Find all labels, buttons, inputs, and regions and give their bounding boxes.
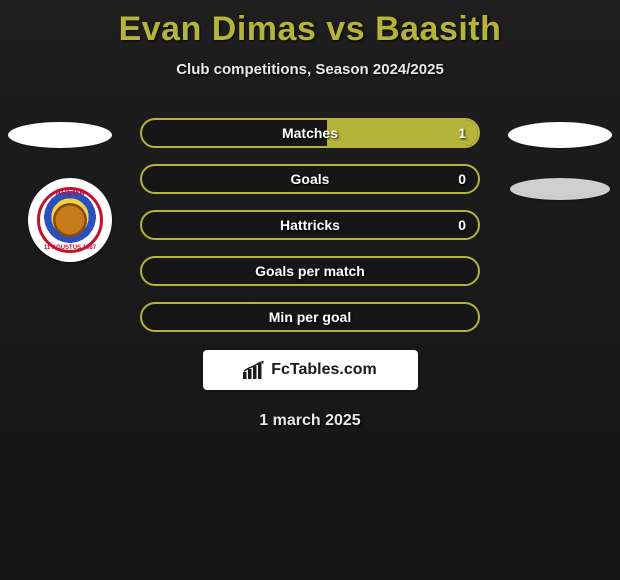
stat-label: Hattricks	[142, 217, 478, 233]
stat-label: Goals	[142, 171, 478, 187]
subtitle: Club competitions, Season 2024/2025	[0, 61, 620, 78]
player-photo-right-placeholder	[508, 122, 612, 148]
stat-label: Matches	[142, 125, 478, 141]
club-name-text: AREMA	[55, 188, 84, 197]
club-badge-inner: AREMA 11 AGUSTUS 1987	[37, 187, 103, 253]
stat-value-right: 1	[458, 125, 466, 141]
stat-row: Hattricks 0	[140, 210, 480, 240]
date-label: 1 march 2025	[0, 412, 620, 430]
brand-link[interactable]: FcTables.com	[203, 350, 418, 390]
stat-label: Min per goal	[142, 309, 478, 325]
stat-label: Goals per match	[142, 263, 478, 279]
club-date-text: 11 AGUSTUS 1987	[44, 245, 96, 251]
lion-icon	[53, 203, 87, 237]
stat-value-right: 0	[458, 171, 466, 187]
bar-growth-icon	[243, 361, 265, 379]
stat-row: Min per goal	[140, 302, 480, 332]
club-badge-right-placeholder	[510, 178, 610, 200]
stat-row: Matches 1	[140, 118, 480, 148]
stat-row: Goals per match	[140, 256, 480, 286]
comparison-card: Evan Dimas vs Baasith Club competitions,…	[0, 0, 620, 580]
page-title: Evan Dimas vs Baasith	[0, 0, 620, 49]
stat-row: Goals 0	[140, 164, 480, 194]
stat-value-right: 0	[458, 217, 466, 233]
brand-text: FcTables.com	[271, 361, 377, 379]
club-badge-left: AREMA 11 AGUSTUS 1987	[28, 178, 112, 262]
player-photo-left-placeholder	[8, 122, 112, 148]
